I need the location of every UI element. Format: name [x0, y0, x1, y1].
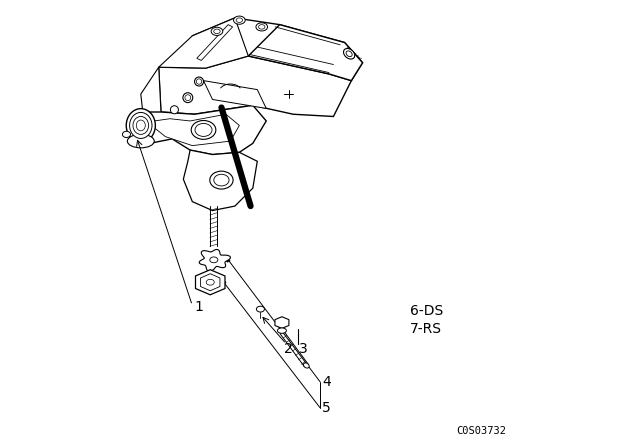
Polygon shape: [204, 81, 266, 108]
Text: 1: 1: [195, 300, 204, 314]
Ellipse shape: [129, 112, 152, 138]
Text: 6-DS: 6-DS: [410, 304, 443, 319]
Polygon shape: [183, 18, 362, 81]
Ellipse shape: [259, 25, 265, 29]
Polygon shape: [248, 25, 362, 81]
Text: 3: 3: [299, 341, 308, 356]
Polygon shape: [200, 274, 220, 291]
Ellipse shape: [234, 16, 245, 24]
Ellipse shape: [126, 109, 156, 142]
Ellipse shape: [183, 93, 193, 103]
Polygon shape: [195, 270, 225, 295]
Ellipse shape: [195, 77, 204, 86]
Ellipse shape: [277, 328, 287, 333]
Text: 2: 2: [284, 341, 293, 356]
Ellipse shape: [133, 116, 148, 134]
Polygon shape: [159, 18, 248, 68]
Polygon shape: [154, 114, 239, 146]
Ellipse shape: [185, 95, 191, 100]
Polygon shape: [196, 25, 232, 60]
Polygon shape: [199, 250, 230, 271]
Ellipse shape: [214, 29, 220, 34]
Text: 4: 4: [323, 375, 331, 389]
Ellipse shape: [211, 27, 223, 35]
Ellipse shape: [344, 48, 355, 59]
Ellipse shape: [210, 171, 233, 189]
Ellipse shape: [170, 106, 179, 114]
Ellipse shape: [206, 280, 214, 285]
Ellipse shape: [122, 131, 131, 138]
Ellipse shape: [214, 174, 229, 186]
Polygon shape: [138, 105, 266, 155]
Ellipse shape: [346, 51, 352, 56]
Ellipse shape: [127, 134, 154, 148]
Text: C0S03732: C0S03732: [456, 426, 506, 436]
Ellipse shape: [257, 306, 264, 312]
Ellipse shape: [210, 257, 218, 263]
Polygon shape: [183, 150, 257, 211]
Text: 5: 5: [323, 401, 331, 415]
Ellipse shape: [191, 121, 216, 139]
Polygon shape: [275, 317, 289, 328]
Polygon shape: [159, 56, 351, 116]
Ellipse shape: [195, 123, 212, 136]
Ellipse shape: [236, 18, 243, 22]
Ellipse shape: [256, 23, 268, 31]
Ellipse shape: [196, 79, 202, 84]
Text: 7-RS: 7-RS: [410, 322, 442, 336]
Ellipse shape: [303, 363, 309, 368]
Ellipse shape: [136, 120, 145, 131]
Polygon shape: [141, 67, 161, 134]
